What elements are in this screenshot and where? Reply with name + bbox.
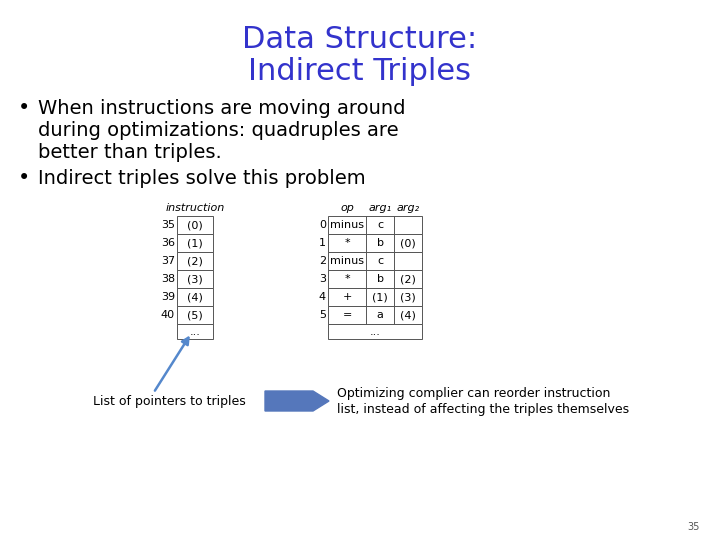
Text: 3: 3: [319, 274, 326, 284]
Text: minus: minus: [330, 256, 364, 266]
Text: 39: 39: [161, 292, 175, 302]
FancyBboxPatch shape: [328, 288, 422, 306]
Text: Data Structure:: Data Structure:: [243, 25, 477, 55]
Text: (0): (0): [400, 238, 416, 248]
Text: list, instead of affecting the triples themselves: list, instead of affecting the triples t…: [337, 403, 629, 416]
Text: Optimizing complier can reorder instruction: Optimizing complier can reorder instruct…: [337, 388, 611, 401]
Text: List of pointers to triples: List of pointers to triples: [94, 395, 246, 408]
Text: 1: 1: [319, 238, 326, 248]
FancyBboxPatch shape: [328, 324, 422, 339]
Text: (0): (0): [187, 220, 203, 230]
FancyBboxPatch shape: [328, 234, 422, 252]
Text: b: b: [377, 238, 384, 248]
Text: 5: 5: [319, 310, 326, 320]
Text: a: a: [377, 310, 384, 320]
Text: (2): (2): [187, 256, 203, 266]
Text: 35: 35: [161, 220, 175, 230]
Text: b: b: [377, 274, 384, 284]
Text: ...: ...: [189, 327, 200, 336]
FancyBboxPatch shape: [177, 288, 213, 306]
FancyBboxPatch shape: [328, 252, 422, 270]
Text: 36: 36: [161, 238, 175, 248]
FancyBboxPatch shape: [328, 216, 422, 234]
Text: (4): (4): [400, 310, 416, 320]
Text: arg₁: arg₁: [369, 203, 392, 213]
Text: (1): (1): [372, 292, 388, 302]
Text: •: •: [18, 168, 30, 188]
FancyBboxPatch shape: [177, 216, 213, 234]
Text: op: op: [340, 203, 354, 213]
Text: (2): (2): [400, 274, 416, 284]
Text: 40: 40: [161, 310, 175, 320]
Text: minus: minus: [330, 220, 364, 230]
FancyBboxPatch shape: [177, 270, 213, 288]
Text: 37: 37: [161, 256, 175, 266]
Text: *: *: [344, 274, 350, 284]
Text: (4): (4): [187, 292, 203, 302]
Text: ...: ...: [369, 327, 380, 336]
Text: during optimizations: quadruples are: during optimizations: quadruples are: [38, 120, 399, 139]
Text: =: =: [342, 310, 351, 320]
Text: Indirect triples solve this problem: Indirect triples solve this problem: [38, 168, 366, 187]
Text: 0: 0: [319, 220, 326, 230]
Text: *: *: [344, 238, 350, 248]
FancyBboxPatch shape: [177, 306, 213, 324]
Text: Indirect Triples: Indirect Triples: [248, 57, 472, 86]
FancyBboxPatch shape: [328, 306, 422, 324]
Text: (3): (3): [187, 274, 203, 284]
Text: 35: 35: [688, 522, 700, 532]
Text: (5): (5): [187, 310, 203, 320]
Text: better than triples.: better than triples.: [38, 143, 222, 161]
FancyBboxPatch shape: [177, 252, 213, 270]
FancyBboxPatch shape: [177, 324, 213, 339]
Text: (3): (3): [400, 292, 416, 302]
Polygon shape: [265, 391, 329, 411]
Text: instruction: instruction: [166, 203, 225, 213]
Text: When instructions are moving around: When instructions are moving around: [38, 98, 405, 118]
Text: arg₂: arg₂: [397, 203, 420, 213]
Text: c: c: [377, 256, 383, 266]
FancyBboxPatch shape: [328, 270, 422, 288]
Text: 38: 38: [161, 274, 175, 284]
FancyBboxPatch shape: [177, 234, 213, 252]
Text: •: •: [18, 98, 30, 118]
Text: c: c: [377, 220, 383, 230]
Text: (1): (1): [187, 238, 203, 248]
Text: 4: 4: [319, 292, 326, 302]
Text: +: +: [342, 292, 351, 302]
Text: 2: 2: [319, 256, 326, 266]
